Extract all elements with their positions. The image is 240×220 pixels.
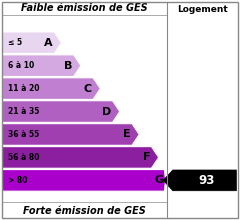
Text: 56 à 80: 56 à 80 [8,153,40,162]
Text: 36 à 55: 36 à 55 [8,130,40,139]
Polygon shape [2,55,81,77]
Text: F: F [143,152,150,162]
Polygon shape [163,170,236,191]
Text: 6 à 10: 6 à 10 [8,61,35,70]
Text: ≤ 5: ≤ 5 [8,38,23,47]
Text: 21 à 35: 21 à 35 [8,107,40,116]
Text: > 80: > 80 [8,176,28,185]
Text: C: C [84,84,92,93]
Text: 93: 93 [199,174,215,187]
Text: B: B [64,61,72,71]
Text: Faible émission de GES: Faible émission de GES [21,3,148,13]
Text: G: G [154,175,163,185]
Polygon shape [2,78,100,99]
Polygon shape [2,147,159,168]
Text: A: A [44,38,53,48]
Polygon shape [2,32,61,53]
Polygon shape [2,170,166,191]
Text: 11 à 20: 11 à 20 [8,84,40,93]
Polygon shape [2,124,139,145]
Polygon shape [2,101,120,122]
Text: Forte émission de GES: Forte émission de GES [23,205,146,216]
Text: D: D [102,106,111,117]
Text: Logement: Logement [177,6,228,14]
Text: E: E [123,130,131,139]
